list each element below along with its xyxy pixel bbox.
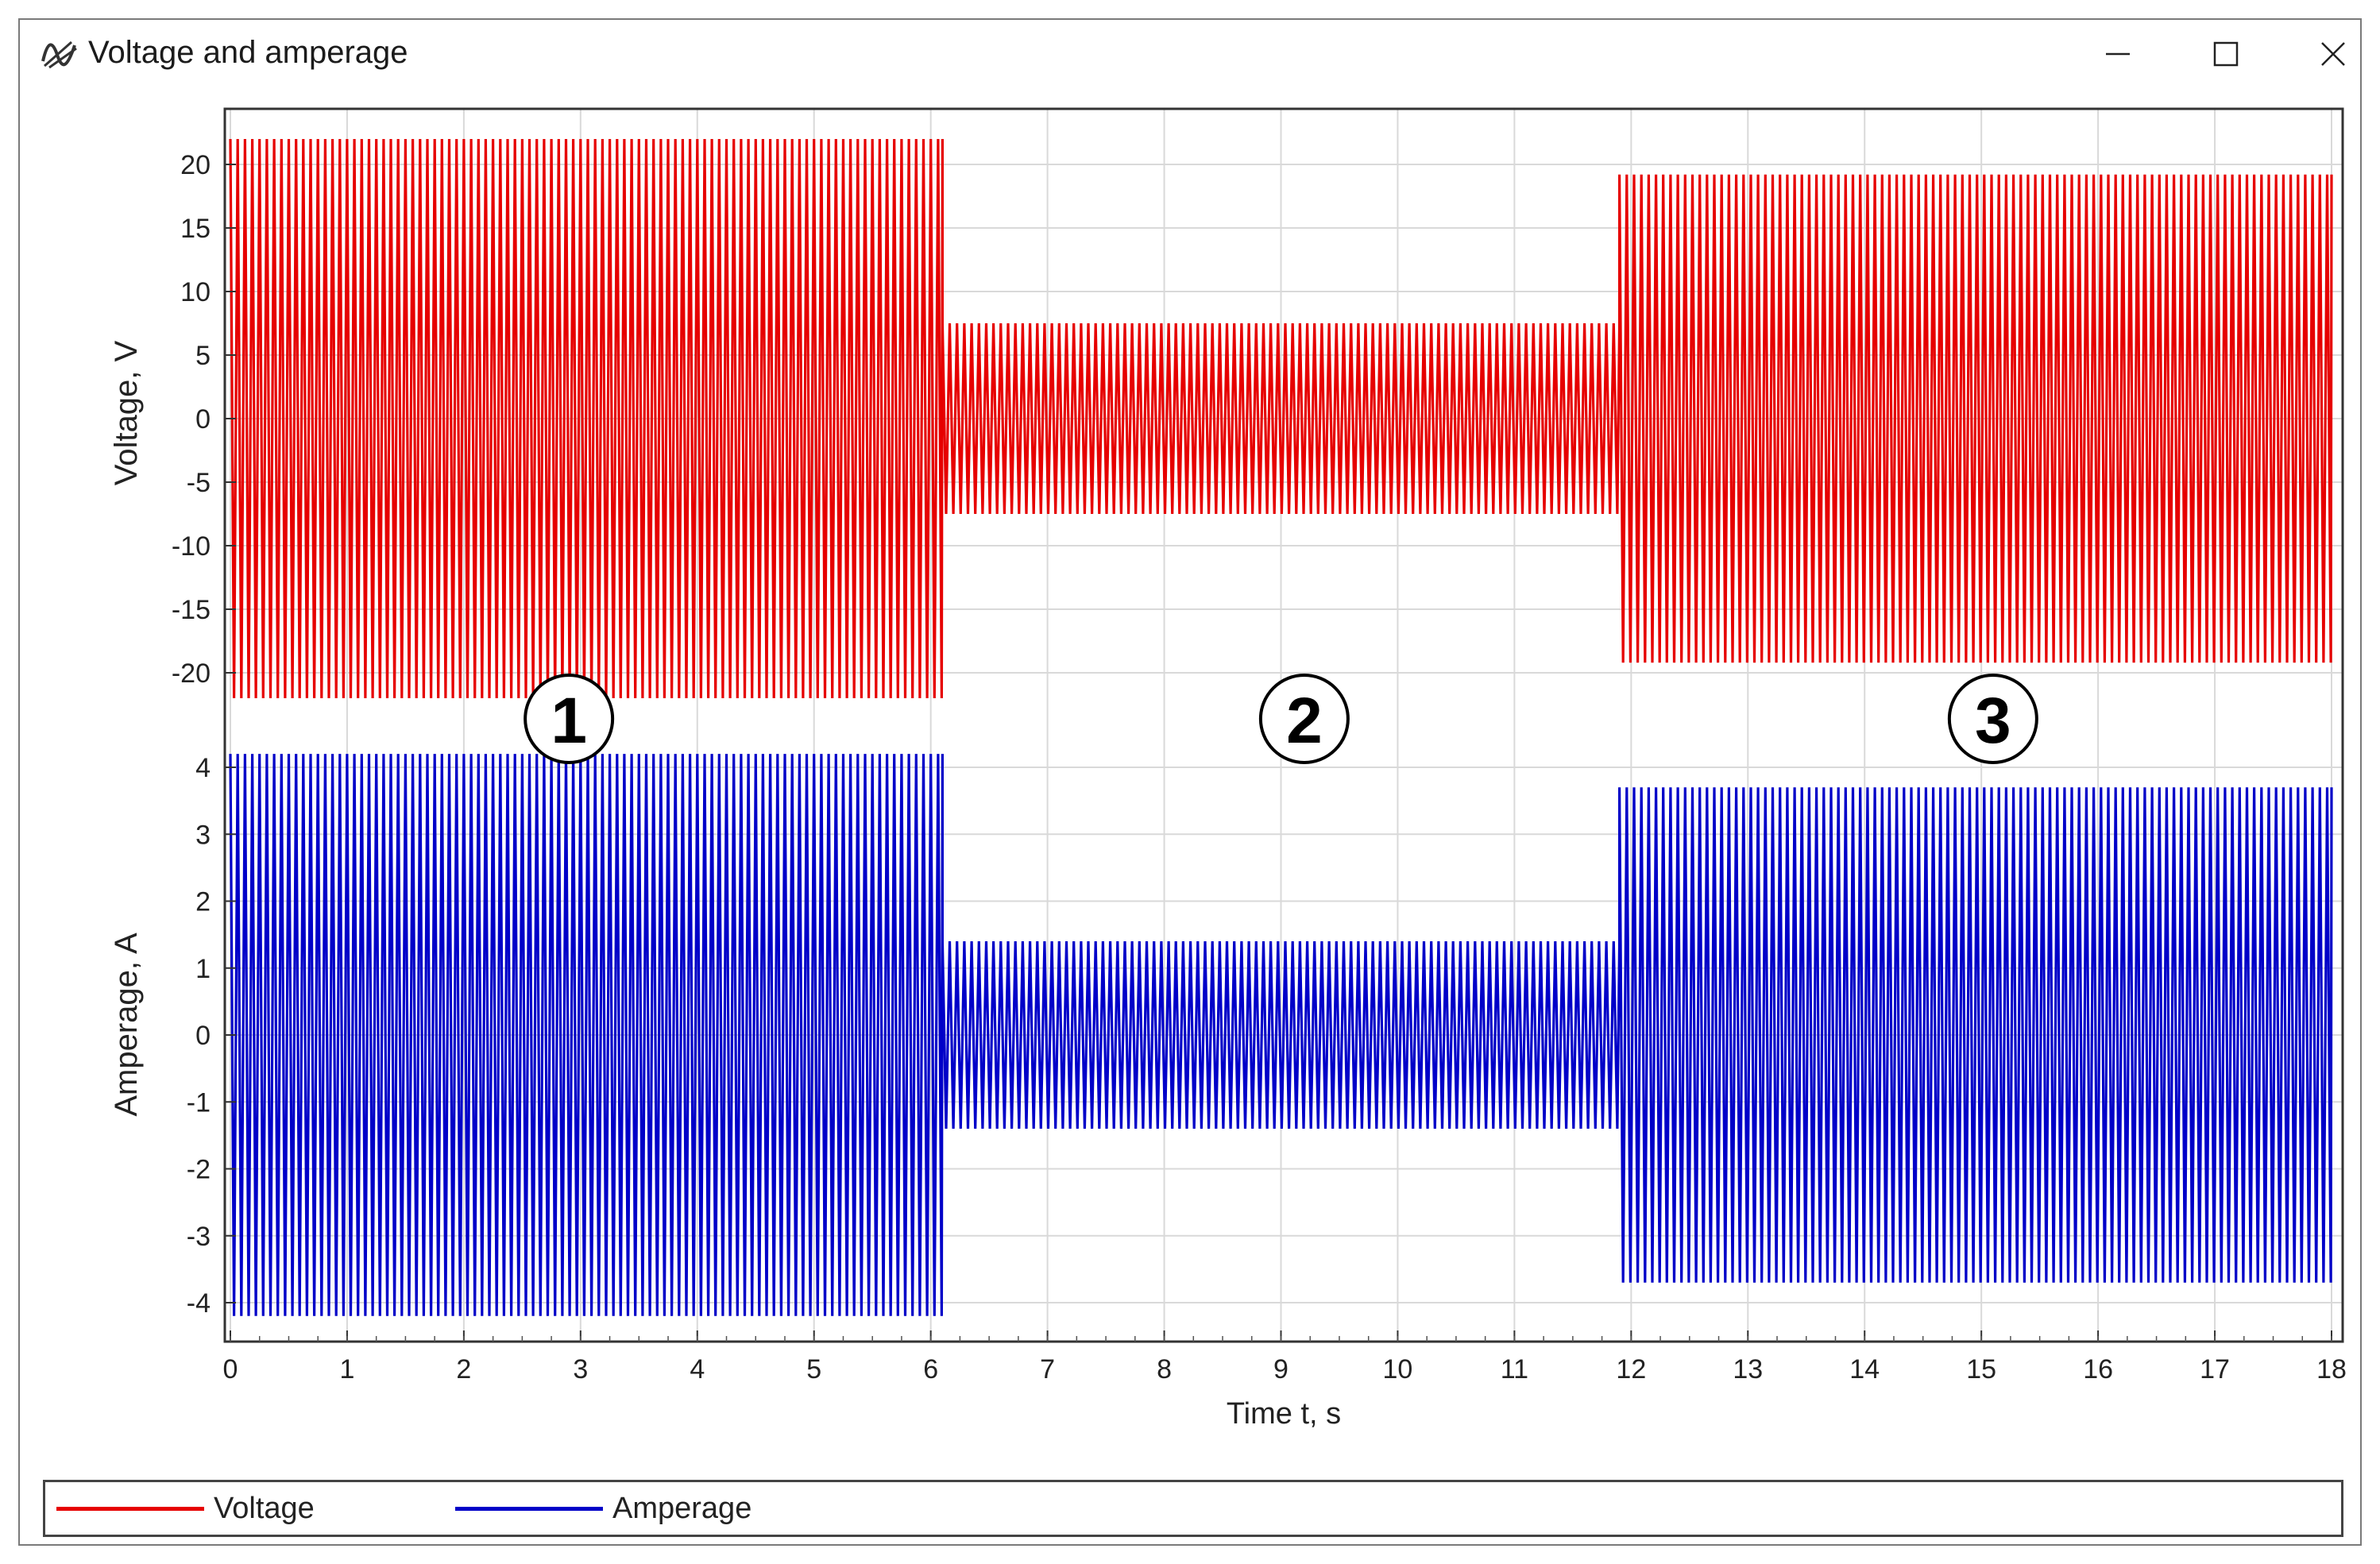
amperage-axis-label: Amperage, A xyxy=(109,933,144,1117)
amperage-series-line xyxy=(229,754,2333,1316)
amperage-tick-label: -3 xyxy=(187,1222,211,1252)
legend: Voltage Amperage xyxy=(43,1480,2343,1537)
legend-item-amperage: Amperage xyxy=(455,1482,751,1535)
voltage-tick-label: 15 xyxy=(180,214,211,244)
amperage-tick-label: -1 xyxy=(187,1087,211,1118)
voltage-tick-label: -10 xyxy=(172,531,211,562)
x-tick-label: 1 xyxy=(339,1354,354,1384)
maximize-button[interactable] xyxy=(2173,20,2278,88)
region-marker-2: 2 xyxy=(1258,674,1350,764)
x-tick-label: 10 xyxy=(1383,1354,1413,1384)
close-icon xyxy=(2321,42,2345,66)
x-tick-label: 13 xyxy=(1733,1354,1763,1384)
time-axis-label: Time t, s xyxy=(1227,1397,1341,1431)
voltage-tick-label: 5 xyxy=(195,341,211,371)
voltage-tick-label: 0 xyxy=(195,404,211,434)
x-tick-label: 12 xyxy=(1616,1354,1646,1384)
voltage-tick-label: -15 xyxy=(172,595,211,625)
x-tick-label: 14 xyxy=(1849,1354,1880,1384)
x-tick-label: 2 xyxy=(456,1354,471,1384)
x-tick-label: 18 xyxy=(2316,1354,2347,1384)
amperage-tick-label: 1 xyxy=(195,954,211,984)
axis-ticks: 0 1 2 3 4 5 6 7 8 9 10 11 12 13 14 15 16 17 1820151050-5-1… xyxy=(172,150,2347,1384)
region-markers: 1 2 3 xyxy=(524,674,2038,764)
voltage-tick-label: -20 xyxy=(172,658,211,689)
voltage-tick-label: 20 xyxy=(180,150,211,180)
region-marker-1: 1 xyxy=(524,674,615,764)
chart-waveform-icon xyxy=(41,41,77,69)
amperage-tick-label: -4 xyxy=(187,1288,211,1319)
legend-item-voltage: Voltage xyxy=(56,1482,315,1535)
window-title: Voltage and amperage xyxy=(88,35,408,70)
voltage-tick-label: 10 xyxy=(180,277,211,307)
voltage-tick-label: -5 xyxy=(187,468,211,498)
x-tick-label: 3 xyxy=(573,1354,588,1384)
region-marker-3: 3 xyxy=(1947,674,2038,764)
x-tick-label: 4 xyxy=(690,1354,705,1384)
amperage-tick-label: -2 xyxy=(187,1155,211,1185)
x-tick-label: 7 xyxy=(1040,1354,1055,1384)
maximize-icon xyxy=(2213,41,2239,67)
plot-frame xyxy=(223,107,2344,1343)
amperage-tick-label: 2 xyxy=(195,887,211,917)
region-marker-label: 1 xyxy=(551,685,587,757)
x-tick-label: 17 xyxy=(2200,1354,2230,1384)
region-marker-label: 3 xyxy=(1975,685,2011,757)
close-button[interactable] xyxy=(2281,20,2380,88)
x-tick-label: 9 xyxy=(1273,1354,1289,1384)
legend-label-amperage: Amperage xyxy=(612,1491,752,1525)
x-tick-label: 11 xyxy=(1501,1354,1528,1384)
region-marker-label: 2 xyxy=(1286,685,1323,757)
title-bar[interactable]: Voltage and amperage xyxy=(20,20,2360,88)
waveforms xyxy=(229,138,2333,1316)
voltage-axis-label: Voltage, V xyxy=(109,341,144,486)
x-tick-label: 6 xyxy=(923,1354,938,1384)
x-tick-label: 16 xyxy=(2083,1354,2113,1384)
amperage-tick-label: 0 xyxy=(195,1021,211,1051)
legend-label-voltage: Voltage xyxy=(214,1491,315,1525)
x-tick-label: 8 xyxy=(1157,1354,1172,1384)
minimize-icon xyxy=(2106,52,2130,56)
legend-swatch-voltage xyxy=(56,1506,204,1511)
x-tick-label: 0 xyxy=(223,1354,238,1384)
minimize-button[interactable] xyxy=(2065,20,2170,88)
x-tick-label: 5 xyxy=(806,1354,821,1384)
x-tick-label: 15 xyxy=(1966,1354,1996,1384)
amperage-tick-label: 4 xyxy=(195,753,211,783)
legend-swatch-amperage xyxy=(455,1506,603,1511)
amperage-tick-label: 3 xyxy=(195,820,211,850)
voltage-series-line xyxy=(229,138,2333,699)
